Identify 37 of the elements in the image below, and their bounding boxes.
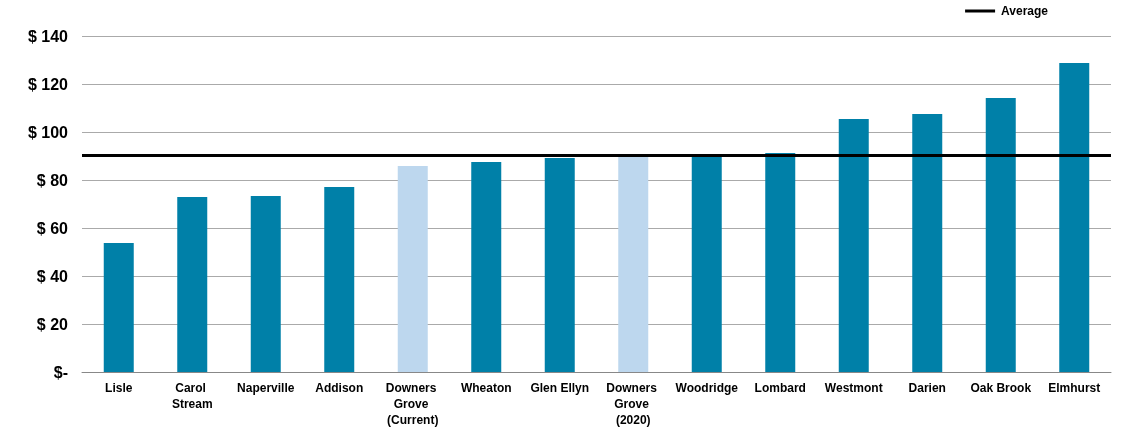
y-tick-label: $-: [53, 363, 68, 381]
y-tick-label: $ 20: [36, 315, 69, 333]
bar: [177, 197, 208, 372]
y-tick-label: $ 60: [36, 219, 69, 237]
bar: [324, 186, 355, 372]
bar: [765, 152, 796, 372]
x-tick-label: Carol Stream: [171, 381, 213, 411]
bar: [544, 157, 575, 372]
x-tick-label: Lisle: [105, 381, 133, 395]
x-tick-label: Oak Brook: [970, 381, 1032, 395]
x-tick-label: Woodridge: [675, 381, 739, 395]
x-tick-label: Darien: [908, 381, 946, 395]
x-tick-label: Glen Ellyn: [530, 381, 590, 395]
x-tick-label: Wheaton: [460, 381, 512, 395]
legend-label: Average: [1001, 4, 1049, 18]
y-tick-label: $ 100: [27, 123, 69, 141]
bar: [1059, 62, 1090, 372]
x-tick-label: Downers Grove (2020): [606, 381, 661, 427]
bar: [912, 114, 943, 372]
y-tick-label: $ 140: [27, 27, 69, 45]
bar: [397, 166, 428, 372]
x-tick-label: Naperville: [237, 381, 295, 395]
bar: [250, 196, 281, 372]
x-tick-label: Downers Grove (Current): [385, 381, 440, 427]
y-tick-label: $ 80: [36, 171, 69, 189]
y-tick-label: $ 40: [36, 267, 69, 285]
bar: [985, 97, 1016, 372]
x-tick-label: Elmhurst: [1048, 381, 1101, 395]
x-tick-label: Westmont: [824, 381, 883, 395]
bar: [618, 155, 649, 372]
bar: [691, 154, 722, 372]
bar: [471, 162, 502, 372]
y-tick-label: $ 120: [27, 75, 69, 93]
x-tick-label: Lombard: [754, 381, 806, 395]
bar: [103, 242, 134, 372]
x-tick-label: Addison: [315, 381, 364, 395]
bar: [838, 119, 869, 372]
